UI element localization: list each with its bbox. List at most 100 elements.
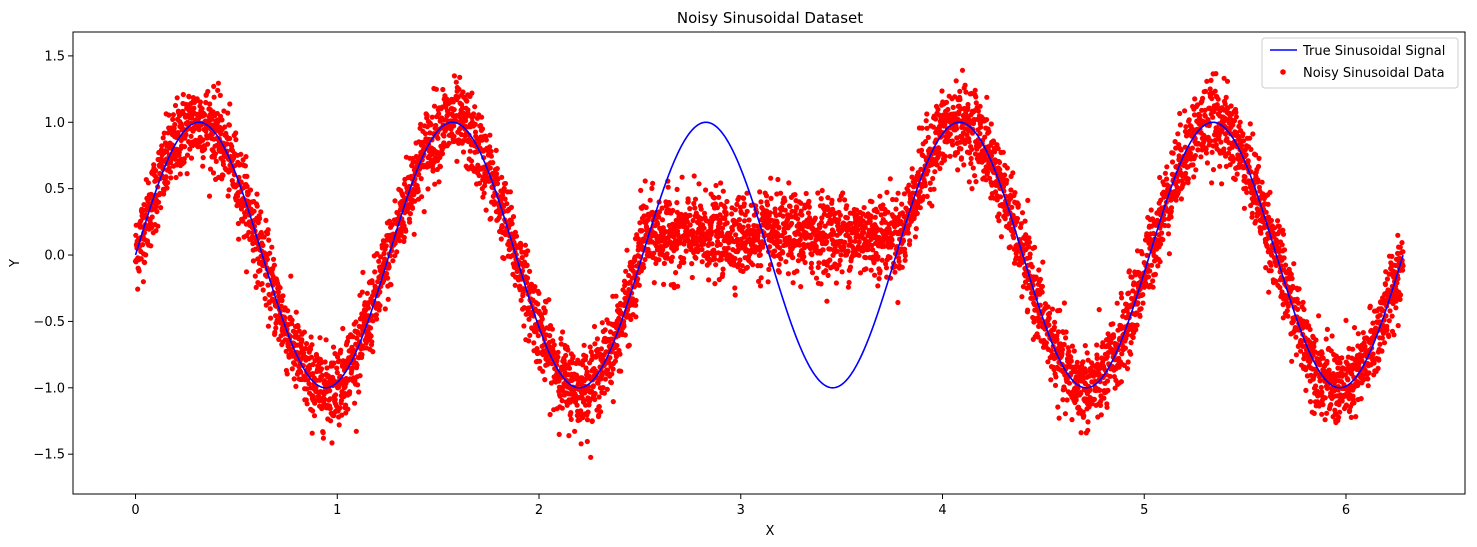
scatter-point (532, 284, 538, 290)
scatter-point (1008, 187, 1014, 193)
scatter-point (564, 402, 570, 408)
scatter-point (907, 238, 913, 244)
scatter-point (737, 257, 743, 263)
scatter-point (757, 189, 763, 195)
scatter-point (725, 245, 731, 251)
scatter-point (996, 159, 1003, 165)
scatter-point (1035, 334, 1041, 340)
scatter-point (992, 189, 999, 195)
scatter-point (1145, 274, 1152, 280)
scatter-point (411, 192, 417, 198)
scatter-point (1118, 379, 1124, 385)
scatter-point (306, 381, 312, 387)
scatter-point (628, 316, 634, 322)
scatter-point (1140, 300, 1146, 306)
scatter-point (231, 155, 237, 161)
scatter-point (502, 180, 509, 187)
scatter-point (163, 174, 169, 180)
scatter-point (436, 179, 442, 185)
scatter-point (732, 207, 739, 213)
scatter-point (551, 342, 557, 348)
scatter-point (206, 193, 213, 199)
scatter-point (602, 327, 608, 333)
scatter-point (467, 148, 473, 154)
scatter-point (156, 199, 162, 205)
scatter-point (780, 213, 786, 219)
scatter-point (262, 296, 268, 302)
scatter-point (382, 306, 388, 312)
scatter-point (942, 153, 949, 159)
scatter-point (794, 268, 800, 274)
scatter-point (1180, 181, 1186, 187)
scatter-point (977, 131, 983, 137)
scatter-point (836, 262, 842, 268)
scatter-point (722, 205, 728, 211)
scatter-point (1004, 165, 1010, 171)
scatter-point (376, 307, 382, 313)
scatter-point (142, 259, 148, 266)
scatter-point (1165, 223, 1171, 229)
scatter-point (780, 250, 786, 256)
scatter-point (699, 259, 705, 265)
scatter-point (661, 281, 667, 287)
scatter-point (798, 200, 804, 206)
scatter-point (293, 383, 299, 389)
scatter-point (535, 333, 541, 339)
scatter-point (310, 371, 316, 377)
scatter-point (140, 242, 146, 248)
scatter-point (261, 234, 267, 240)
scatter-point (373, 312, 379, 318)
scatter-point (435, 135, 441, 141)
scatter-point (746, 217, 752, 223)
scatter-point (378, 254, 384, 260)
scatter-point (280, 293, 286, 299)
scatter-point (595, 380, 601, 386)
scatter-point (439, 151, 446, 157)
scatter-point (712, 256, 718, 262)
scatter-point (155, 223, 161, 229)
scatter-point (998, 234, 1005, 240)
scatter-point (923, 139, 929, 145)
scatter-point (651, 250, 657, 256)
scatter-point (591, 323, 598, 330)
scatter-point (879, 257, 885, 263)
scatter-point (453, 79, 459, 85)
scatter-point (1085, 419, 1091, 425)
scatter-point (138, 256, 144, 262)
scatter-point (327, 388, 333, 394)
scatter-point (257, 215, 263, 222)
scatter-point (961, 162, 967, 168)
scatter-point (472, 129, 479, 135)
scatter-point (299, 337, 305, 343)
scatter-point (1161, 216, 1168, 222)
scatter-point (950, 104, 956, 110)
scatter-point (924, 193, 930, 199)
scatter-point (411, 186, 417, 192)
scatter-point (807, 215, 813, 221)
scatter-point (338, 347, 344, 353)
scatter-point (1096, 307, 1102, 313)
scatter-point (660, 247, 666, 253)
scatter-point (1007, 244, 1013, 250)
scatter-point (830, 206, 836, 212)
scatter-point (1138, 306, 1144, 312)
scatter-point (542, 377, 548, 383)
scatter-point (689, 274, 695, 281)
scatter-point (1084, 350, 1090, 356)
scatter-point (837, 197, 843, 203)
scatter-point (521, 323, 527, 329)
scatter-point (995, 145, 1001, 152)
scatter-point (559, 398, 565, 404)
scatter-point (856, 252, 862, 258)
scatter-point (578, 408, 584, 414)
scatter-point (712, 281, 718, 287)
scatter-point (924, 111, 930, 117)
scatter-point (1004, 177, 1010, 183)
scatter-point (1026, 244, 1032, 250)
scatter-point (309, 342, 315, 348)
scatter-point (776, 269, 782, 275)
scatter-point (656, 214, 662, 220)
scatter-point (271, 262, 277, 268)
scatter-point (205, 88, 211, 95)
scatter-point (837, 257, 843, 263)
